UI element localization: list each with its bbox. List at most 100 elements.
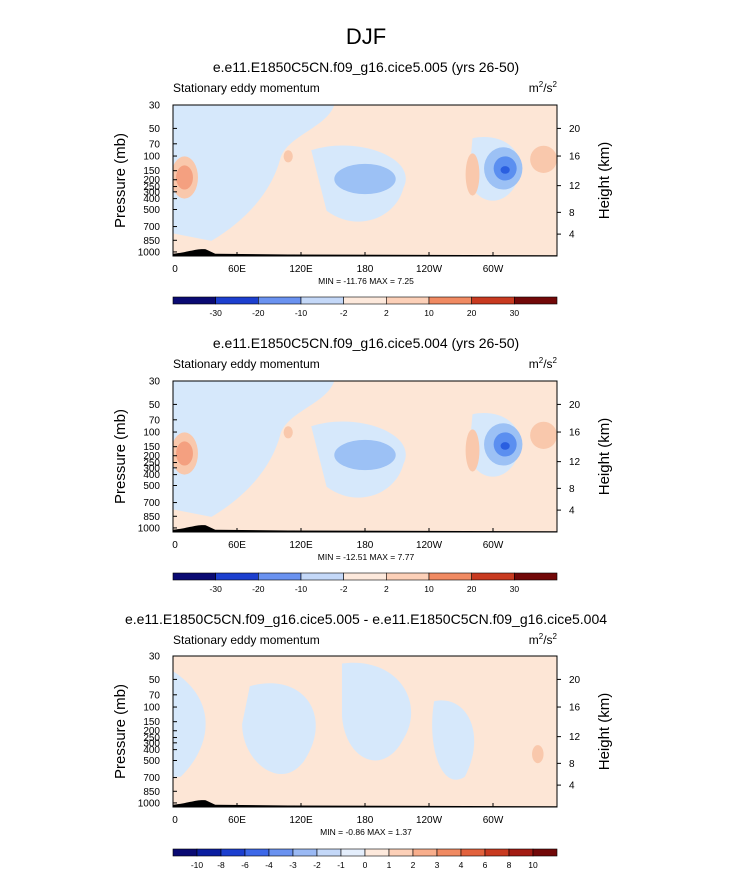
colorbar-segment [172, 296, 216, 305]
height-tick-label: 16 [569, 428, 581, 439]
negative-core [500, 166, 510, 174]
height-tick-label: 8 [569, 484, 575, 495]
colorbar-segment [388, 848, 414, 857]
colorbar-label: 10 [424, 308, 434, 318]
contour-field [173, 105, 557, 256]
height-tick-label: 16 [569, 703, 581, 714]
y-tick-label: 500 [143, 205, 160, 216]
topography [173, 525, 557, 532]
y-tick-label: 250 [143, 733, 160, 744]
x-tick-label: 60W [483, 815, 504, 826]
figure-title: DJF [346, 24, 386, 49]
colorbar-label: 6 [483, 860, 488, 870]
y-tick-label: 200 [143, 726, 160, 737]
colorbar-label: 30 [510, 584, 520, 594]
y-tick-label: 70 [149, 415, 161, 426]
y-tick-label: 700 [143, 498, 160, 509]
colorbar-segment [532, 848, 558, 857]
y-tick-label: 200 [143, 451, 160, 462]
colorbar-segment [292, 848, 318, 857]
y-tick-label: 1000 [138, 523, 161, 534]
colorbar-segment [386, 572, 430, 581]
colorbar-label: 30 [510, 308, 520, 318]
height-tick-label: 20 [569, 675, 581, 686]
colorbar-label: 10 [528, 860, 538, 870]
colorbar-label: 2 [411, 860, 416, 870]
y-tick-label: 500 [143, 756, 160, 767]
y-axis-label: Pressure (mb) [112, 684, 129, 779]
panel-title: e.e11.E1850C5CN.f09_g16.cice5.005 - e.e1… [125, 611, 607, 627]
height-tick-label: 12 [569, 457, 581, 468]
y-tick-label: 500 [143, 481, 160, 492]
min-max-stats: MIN = -12.51 MAX = 7.77 [318, 552, 415, 562]
units-label: m2/s2 [529, 356, 558, 371]
y-tick-label: 250 [143, 182, 160, 193]
topography [173, 249, 557, 256]
colorbar-label: 1 [387, 860, 392, 870]
negative-region [173, 105, 335, 241]
units-label: m2/s2 [529, 632, 558, 647]
y-tick-label: 300 [143, 738, 160, 749]
height-tick-label: 8 [569, 208, 575, 219]
units-label: m2/s2 [529, 80, 558, 95]
colorbar-label: 2 [384, 584, 389, 594]
colorbar-segment [514, 296, 558, 305]
colorbar-label: 4 [459, 860, 464, 870]
colorbar-segment [215, 572, 259, 581]
colorbar-segment [508, 848, 534, 857]
colorbar-segment [268, 848, 294, 857]
y-axis-right-label: Height (km) [596, 142, 613, 220]
y-tick-label: 1000 [138, 247, 161, 258]
y-tick-label: 300 [143, 187, 160, 198]
y-tick-label: 850 [143, 787, 160, 798]
y-tick-label: 400 [143, 194, 160, 205]
colorbar-segment [172, 848, 198, 857]
x-tick-label: 180 [357, 540, 374, 551]
positive-core [530, 145, 557, 173]
y-tick-label: 70 [149, 690, 161, 701]
negative-region [173, 381, 335, 517]
negative-region [173, 671, 206, 777]
positive-core [532, 745, 544, 764]
y-tick-label: 100 [143, 703, 160, 714]
colorbar-segment [172, 572, 216, 581]
height-tick-label: 20 [569, 124, 581, 135]
height-tick-label: 4 [569, 781, 575, 792]
colorbar-segment [215, 296, 259, 305]
y-tick-label: 70 [149, 139, 161, 150]
y-tick-label: 850 [143, 236, 160, 247]
variable-label: Stationary eddy momentum [173, 357, 320, 371]
y-tick-label: 100 [143, 152, 160, 163]
x-tick-label: 60E [228, 540, 246, 551]
y-tick-label: 150 [143, 717, 160, 728]
colorbar-label: 20 [467, 308, 477, 318]
y-tick-label: 400 [143, 470, 160, 481]
height-tick-label: 12 [569, 732, 581, 743]
colorbar-segment [316, 848, 342, 857]
y-axis-label: Pressure (mb) [112, 409, 129, 504]
x-tick-label: 60E [228, 815, 246, 826]
colorbar-segment [343, 572, 387, 581]
y-tick-label: 300 [143, 463, 160, 474]
colorbar-label: -2 [313, 860, 321, 870]
y-tick-label: 30 [149, 652, 161, 663]
y-tick-label: 150 [143, 166, 160, 177]
positive-core [465, 153, 480, 196]
colorbar-label: -6 [241, 860, 249, 870]
y-axis-right-label: Height (km) [596, 418, 613, 496]
colorbar-label: 3 [435, 860, 440, 870]
x-tick-label: 120E [289, 264, 313, 275]
min-max-stats: MIN = -0.86 MAX = 1.37 [320, 827, 412, 837]
x-tick-label: 120W [416, 264, 443, 275]
height-tick-label: 12 [569, 181, 581, 192]
height-tick-label: 4 [569, 230, 575, 241]
colorbar-label: -20 [252, 308, 265, 318]
y-axis-label: Pressure (mb) [112, 133, 129, 228]
y-tick-label: 250 [143, 458, 160, 469]
y-tick-label: 30 [149, 377, 161, 388]
y-tick-label: 200 [143, 175, 160, 186]
colorbar-label: -20 [252, 584, 265, 594]
height-tick-label: 4 [569, 506, 575, 517]
y-tick-label: 50 [149, 400, 161, 411]
positive-core [176, 441, 193, 466]
